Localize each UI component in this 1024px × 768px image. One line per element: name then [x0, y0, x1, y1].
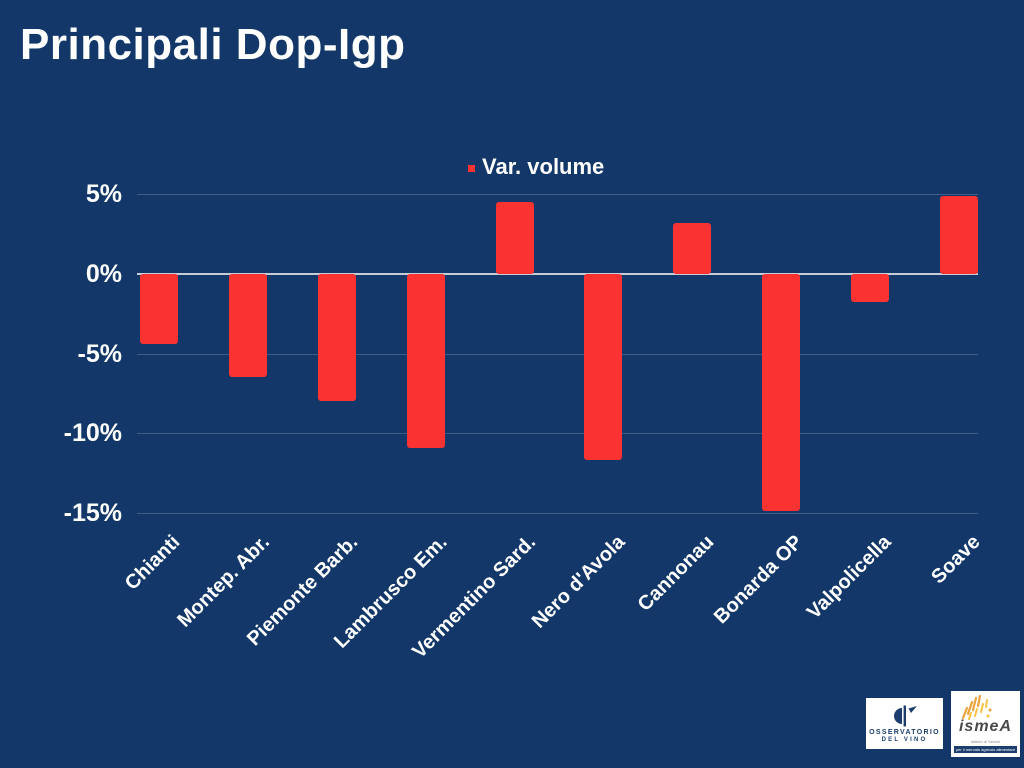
y-axis-tick-label: 0% — [85, 259, 122, 288]
ismea-brand-text: ismeA — [958, 718, 1013, 735]
gridline — [137, 433, 978, 435]
bar-cannonau — [673, 222, 712, 274]
ismea-logo: ismeA Istituto di Servizi per il mercato… — [951, 691, 1020, 757]
bar-valpolicella — [851, 273, 890, 303]
zero-axis-line — [137, 272, 978, 275]
x-axis-label-cannonau: Cannonau — [633, 531, 718, 616]
del-vino-text: DEL VINO — [881, 736, 928, 743]
osservatorio-text: OSSERVATORIO — [869, 728, 940, 736]
ismea-tagline-2: per il mercato agricolo alimentare — [954, 746, 1017, 753]
bar-lambrusco-em — [406, 273, 445, 448]
y-axis-tick-label: -10% — [63, 419, 122, 448]
x-axis-label-bonarda-op: Bonarda OP — [709, 531, 807, 629]
bar-chianti — [140, 273, 178, 344]
bar-soave — [940, 195, 978, 274]
x-axis-label-soave: Soave — [927, 531, 985, 589]
x-axis-label-valpolicella: Valpolicella — [803, 531, 896, 624]
y-axis-tick-label: -5% — [77, 339, 122, 368]
x-axis-label-nero-d-avola: Nero d'Avola — [527, 531, 630, 633]
bar-piemonte-barb — [317, 273, 356, 402]
y-axis-tick-label: 5% — [85, 180, 122, 208]
page-title: Principali Dop-Igp — [20, 20, 406, 69]
bar-bonarda-op — [762, 273, 801, 512]
gridline — [137, 194, 978, 195]
gridline — [137, 353, 978, 355]
bar-montep-abr — [228, 273, 267, 378]
osservatorio-del-vino-logo: OSSERVATORIO DEL VINO — [866, 698, 943, 749]
ismea-tagline-1: Istituto di Servizi — [970, 739, 1001, 744]
x-axis-label-chianti: Chianti — [121, 531, 185, 595]
y-axis-tick-label: -15% — [63, 499, 122, 527]
legend-label: Var. volume — [482, 154, 605, 179]
legend-marker-square — [468, 165, 475, 172]
bar-nero-d-avola — [584, 273, 623, 461]
chart-legend: Var. volume — [468, 154, 604, 180]
wine-glass-icon — [893, 705, 917, 726]
bar-vermentino-sard — [495, 201, 534, 274]
ismea-wheat-icon — [961, 694, 992, 720]
gridline — [137, 513, 978, 514]
